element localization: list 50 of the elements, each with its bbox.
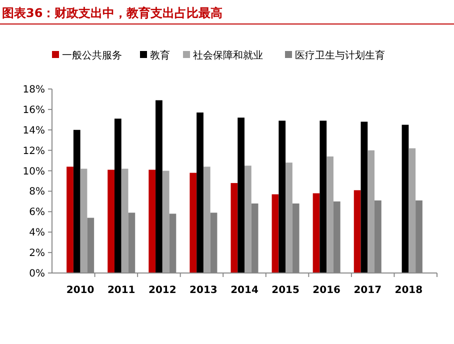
- y-tick-label: 12%: [22, 146, 45, 157]
- y-tick-label: 8%: [29, 186, 45, 198]
- bar: [203, 166, 210, 273]
- bar: [66, 166, 74, 273]
- bar: [238, 118, 244, 273]
- x-tick-label: 2014: [230, 285, 258, 296]
- chart-title: 图表36：财政支出中，教育支出占比最高: [2, 6, 223, 20]
- bar: [108, 170, 114, 273]
- x-tick-label: 2015: [272, 285, 300, 296]
- y-tick-label: 2%: [29, 248, 45, 260]
- bar: [368, 150, 375, 273]
- bar: [360, 122, 368, 273]
- y-tick-label: 0%: [29, 268, 45, 280]
- bar: [244, 166, 252, 273]
- legend-label: 医疗卫生与计划生育: [295, 50, 385, 62]
- x-tick-label: 2010: [66, 285, 94, 296]
- y-tick-label: 14%: [22, 125, 45, 136]
- bar: [312, 193, 320, 273]
- x-tick-label: 2018: [394, 285, 423, 296]
- bar: [326, 156, 334, 273]
- x-tick-label: 2013: [190, 285, 218, 296]
- y-tick-label: 18%: [22, 84, 45, 96]
- bar: [278, 120, 286, 273]
- y-tick-label: 6%: [29, 207, 45, 218]
- bar: [230, 183, 238, 273]
- legend-label: 一般公共服务: [62, 50, 122, 62]
- bar: [286, 162, 292, 273]
- bar: [156, 100, 162, 273]
- legend-label: 教育: [150, 50, 170, 62]
- bar: [80, 168, 88, 273]
- bar: [354, 190, 361, 273]
- bar: [162, 170, 170, 273]
- x-tick-label: 2017: [354, 285, 382, 296]
- x-tick-label: 2012: [148, 285, 176, 296]
- bar: [114, 118, 122, 273]
- bar: [73, 130, 80, 273]
- y-tick-label: 16%: [22, 104, 45, 116]
- bar: [272, 194, 279, 273]
- y-tick-label: 4%: [29, 228, 45, 239]
- y-tick-label: 10%: [22, 166, 45, 178]
- bar: [320, 120, 327, 273]
- bar: [196, 112, 204, 273]
- x-tick-label: 2016: [312, 285, 341, 296]
- bar: [190, 172, 197, 273]
- bar: [148, 170, 156, 273]
- x-tick-label: 2011: [107, 285, 136, 296]
- legend-label: 社会保障和就业: [193, 50, 263, 62]
- bar: [121, 168, 128, 273]
- bar: [402, 124, 409, 273]
- bar: [408, 148, 416, 273]
